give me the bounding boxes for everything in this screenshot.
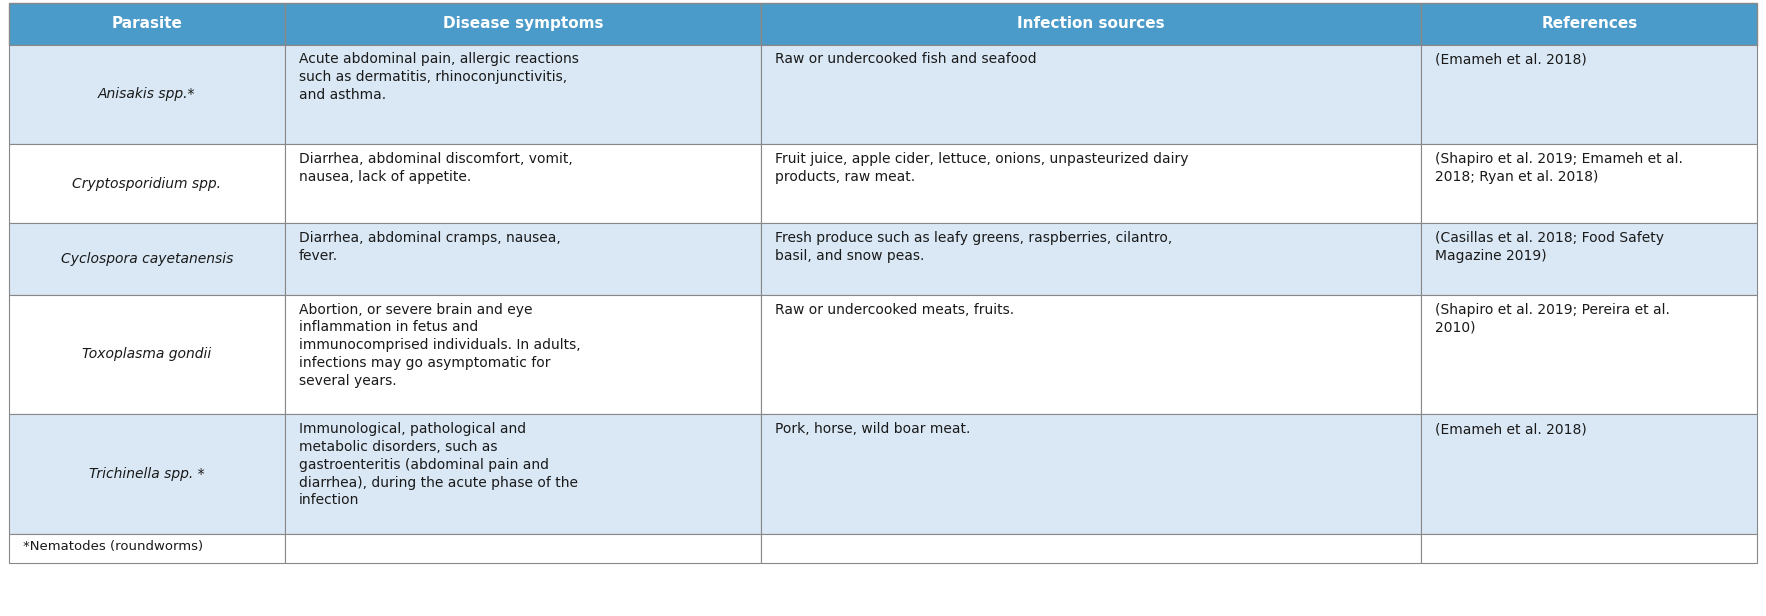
Text: (Emameh et al. 2018): (Emameh et al. 2018) [1436,52,1588,67]
Bar [9,533,284,563]
Bar [761,3,1422,44]
Bar [1422,294,1757,414]
Bar [761,533,1422,563]
Text: Fruit juice, apple cider, lettuce, onions, unpasteurized dairy
products, raw mea: Fruit juice, apple cider, lettuce, onion… [775,152,1189,184]
Bar [284,3,761,44]
Text: Anisakis spp.*: Anisakis spp.* [99,87,196,101]
Bar [284,223,761,294]
Text: Disease symptoms: Disease symptoms [443,15,604,31]
Text: Abortion, or severe brain and eye
inflammation in fetus and
immunocomprised indi: Abortion, or severe brain and eye inflam… [298,302,581,388]
Text: Raw or undercooked fish and seafood: Raw or undercooked fish and seafood [775,52,1037,67]
Bar [9,44,284,144]
Text: Cyclospora cayetanensis: Cyclospora cayetanensis [60,252,233,266]
Bar [9,294,284,414]
Bar [1422,533,1757,563]
Bar [1422,44,1757,144]
Bar [761,414,1422,533]
Bar [9,3,284,44]
Text: Immunological, pathological and
metabolic disorders, such as
gastroenteritis (ab: Immunological, pathological and metaboli… [298,422,577,508]
Bar [761,44,1422,144]
Text: Infection sources: Infection sources [1017,15,1166,31]
Text: Fresh produce such as leafy greens, raspberries, cilantro,
basil, and snow peas.: Fresh produce such as leafy greens, rasp… [775,231,1173,263]
Bar [284,414,761,533]
Bar [284,44,761,144]
Text: *Nematodes (roundworms): *Nematodes (roundworms) [23,540,203,553]
Bar [9,144,284,223]
Bar [1422,414,1757,533]
Text: Parasite: Parasite [111,15,182,31]
Text: Pork, horse, wild boar meat.: Pork, horse, wild boar meat. [775,422,970,436]
Bar [284,533,761,563]
Text: (Shapiro et al. 2019; Pereira et al.
2010): (Shapiro et al. 2019; Pereira et al. 201… [1436,302,1671,334]
Text: Acute abdominal pain, allergic reactions
such as dermatitis, rhinoconjunctivitis: Acute abdominal pain, allergic reactions… [298,52,579,102]
Text: Diarrhea, abdominal discomfort, vomit,
nausea, lack of appetite.: Diarrhea, abdominal discomfort, vomit, n… [298,152,572,184]
Bar [761,223,1422,294]
Text: References: References [1542,15,1637,31]
Bar [1422,144,1757,223]
Text: Toxoplasma gondii: Toxoplasma gondii [83,347,212,362]
Text: Raw or undercooked meats, fruits.: Raw or undercooked meats, fruits. [775,302,1014,317]
Bar [1422,3,1757,44]
Text: (Casillas et al. 2018; Food Safety
Magazine 2019): (Casillas et al. 2018; Food Safety Magaz… [1436,231,1665,263]
Text: Trichinella spp. *: Trichinella spp. * [88,467,205,481]
Bar [761,294,1422,414]
Text: Diarrhea, abdominal cramps, nausea,
fever.: Diarrhea, abdominal cramps, nausea, feve… [298,231,562,263]
Bar [284,294,761,414]
Bar [9,223,284,294]
Text: (Shapiro et al. 2019; Emameh et al.
2018; Ryan et al. 2018): (Shapiro et al. 2019; Emameh et al. 2018… [1436,152,1683,184]
Bar [9,414,284,533]
Bar [1422,223,1757,294]
Bar [284,144,761,223]
Bar [761,144,1422,223]
Text: Cryptosporidium spp.: Cryptosporidium spp. [72,177,221,190]
Text: (Emameh et al. 2018): (Emameh et al. 2018) [1436,422,1588,436]
